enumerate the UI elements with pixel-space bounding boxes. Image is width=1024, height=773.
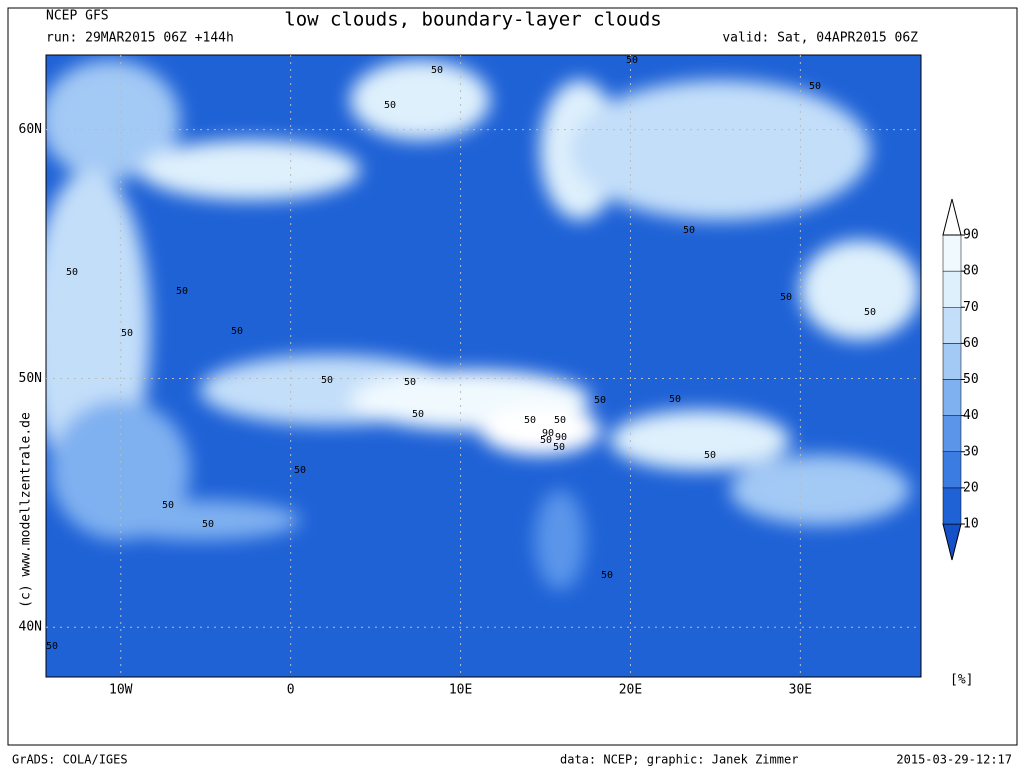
footer-right: 2015-03-29-12:17 [896,753,1012,767]
contour-label: 50 [864,307,876,318]
lat-tick-label: 50N [19,371,42,386]
contour-label: 50 [683,225,695,236]
map-title: low clouds, boundary-layer clouds [284,9,662,31]
valid-label: valid: Sat, 04APR2015 06Z [722,31,918,46]
colorbar-segment [942,270,962,308]
contour-label: 50 [540,435,552,446]
colorbar-label: 90 [963,228,979,243]
colorbar-label: 60 [963,336,979,351]
colorbar-segment [942,487,962,525]
contour-label: 50 [121,328,133,339]
colorbar-over [942,198,962,236]
lat-tick-label: 60N [19,122,42,137]
lon-tick-label: 20E [619,683,642,698]
map-field [46,55,921,677]
contour-label: 50 [704,450,716,461]
lon-tick-label: 10W [109,683,133,698]
colorbar-label: 30 [963,444,979,459]
contour-label: 50 [809,81,821,92]
contour-label: 50 [404,377,416,388]
colorbar-unit: [%] [950,673,973,688]
contour-label: 90 [542,428,554,439]
contour-label: 50 [384,100,396,111]
contour-label: 50 [294,465,306,476]
colorbar-segment [942,307,962,344]
contour-label: 90 [555,432,567,443]
plot-border [45,54,922,678]
colorbar-label: 70 [963,300,979,315]
model-label: NCEP GFS [46,9,109,24]
contour-label: 50 [553,442,565,453]
contour-label: 50 [46,641,58,652]
contour-label: 50 [601,570,613,581]
colorbar-label: 50 [963,372,979,387]
colorbar-segment [942,343,962,380]
contour-label: 50 [162,500,174,511]
run-label: run: 29MAR2015 06Z +144h [46,31,234,46]
contour-label: 50 [176,286,188,297]
colorbar-segment [942,379,962,416]
contour-label: 50 [554,415,566,426]
lat-tick-label: 40N [19,620,42,635]
colorbar-segment [942,415,962,452]
colorbar-label: 80 [963,264,979,279]
cloud-field [46,60,920,590]
footer-center: data: NCEP; graphic: Janek Zimmer [560,753,798,767]
contour-label: 50 [321,375,333,386]
contour-label: 50 [231,326,243,337]
colorbar-label: 10 [963,517,979,532]
credit-label: (c) www.modellzentrale.de [19,412,34,608]
colorbar-segment [942,234,962,272]
contour-label: 50 [780,292,792,303]
contour-label: 50 [431,65,443,76]
lon-tick-label: 10E [449,683,472,698]
colorbar-label: 20 [963,480,979,495]
colorbar-segment [942,451,962,489]
contour-label: 50 [669,394,681,405]
colorbar-label: 40 [963,408,979,423]
contour-label: 50 [594,395,606,406]
footer-left: GrADS: COLA/IGES [12,753,128,767]
lon-tick-label: 0 [287,683,295,698]
contour-label: 50 [66,267,78,278]
contour-label: 50 [202,519,214,530]
lon-tick-label: 30E [789,683,812,698]
contour-label: 50 [412,409,424,420]
contour-label: 50 [626,55,638,66]
contour-label: 50 [524,415,536,426]
